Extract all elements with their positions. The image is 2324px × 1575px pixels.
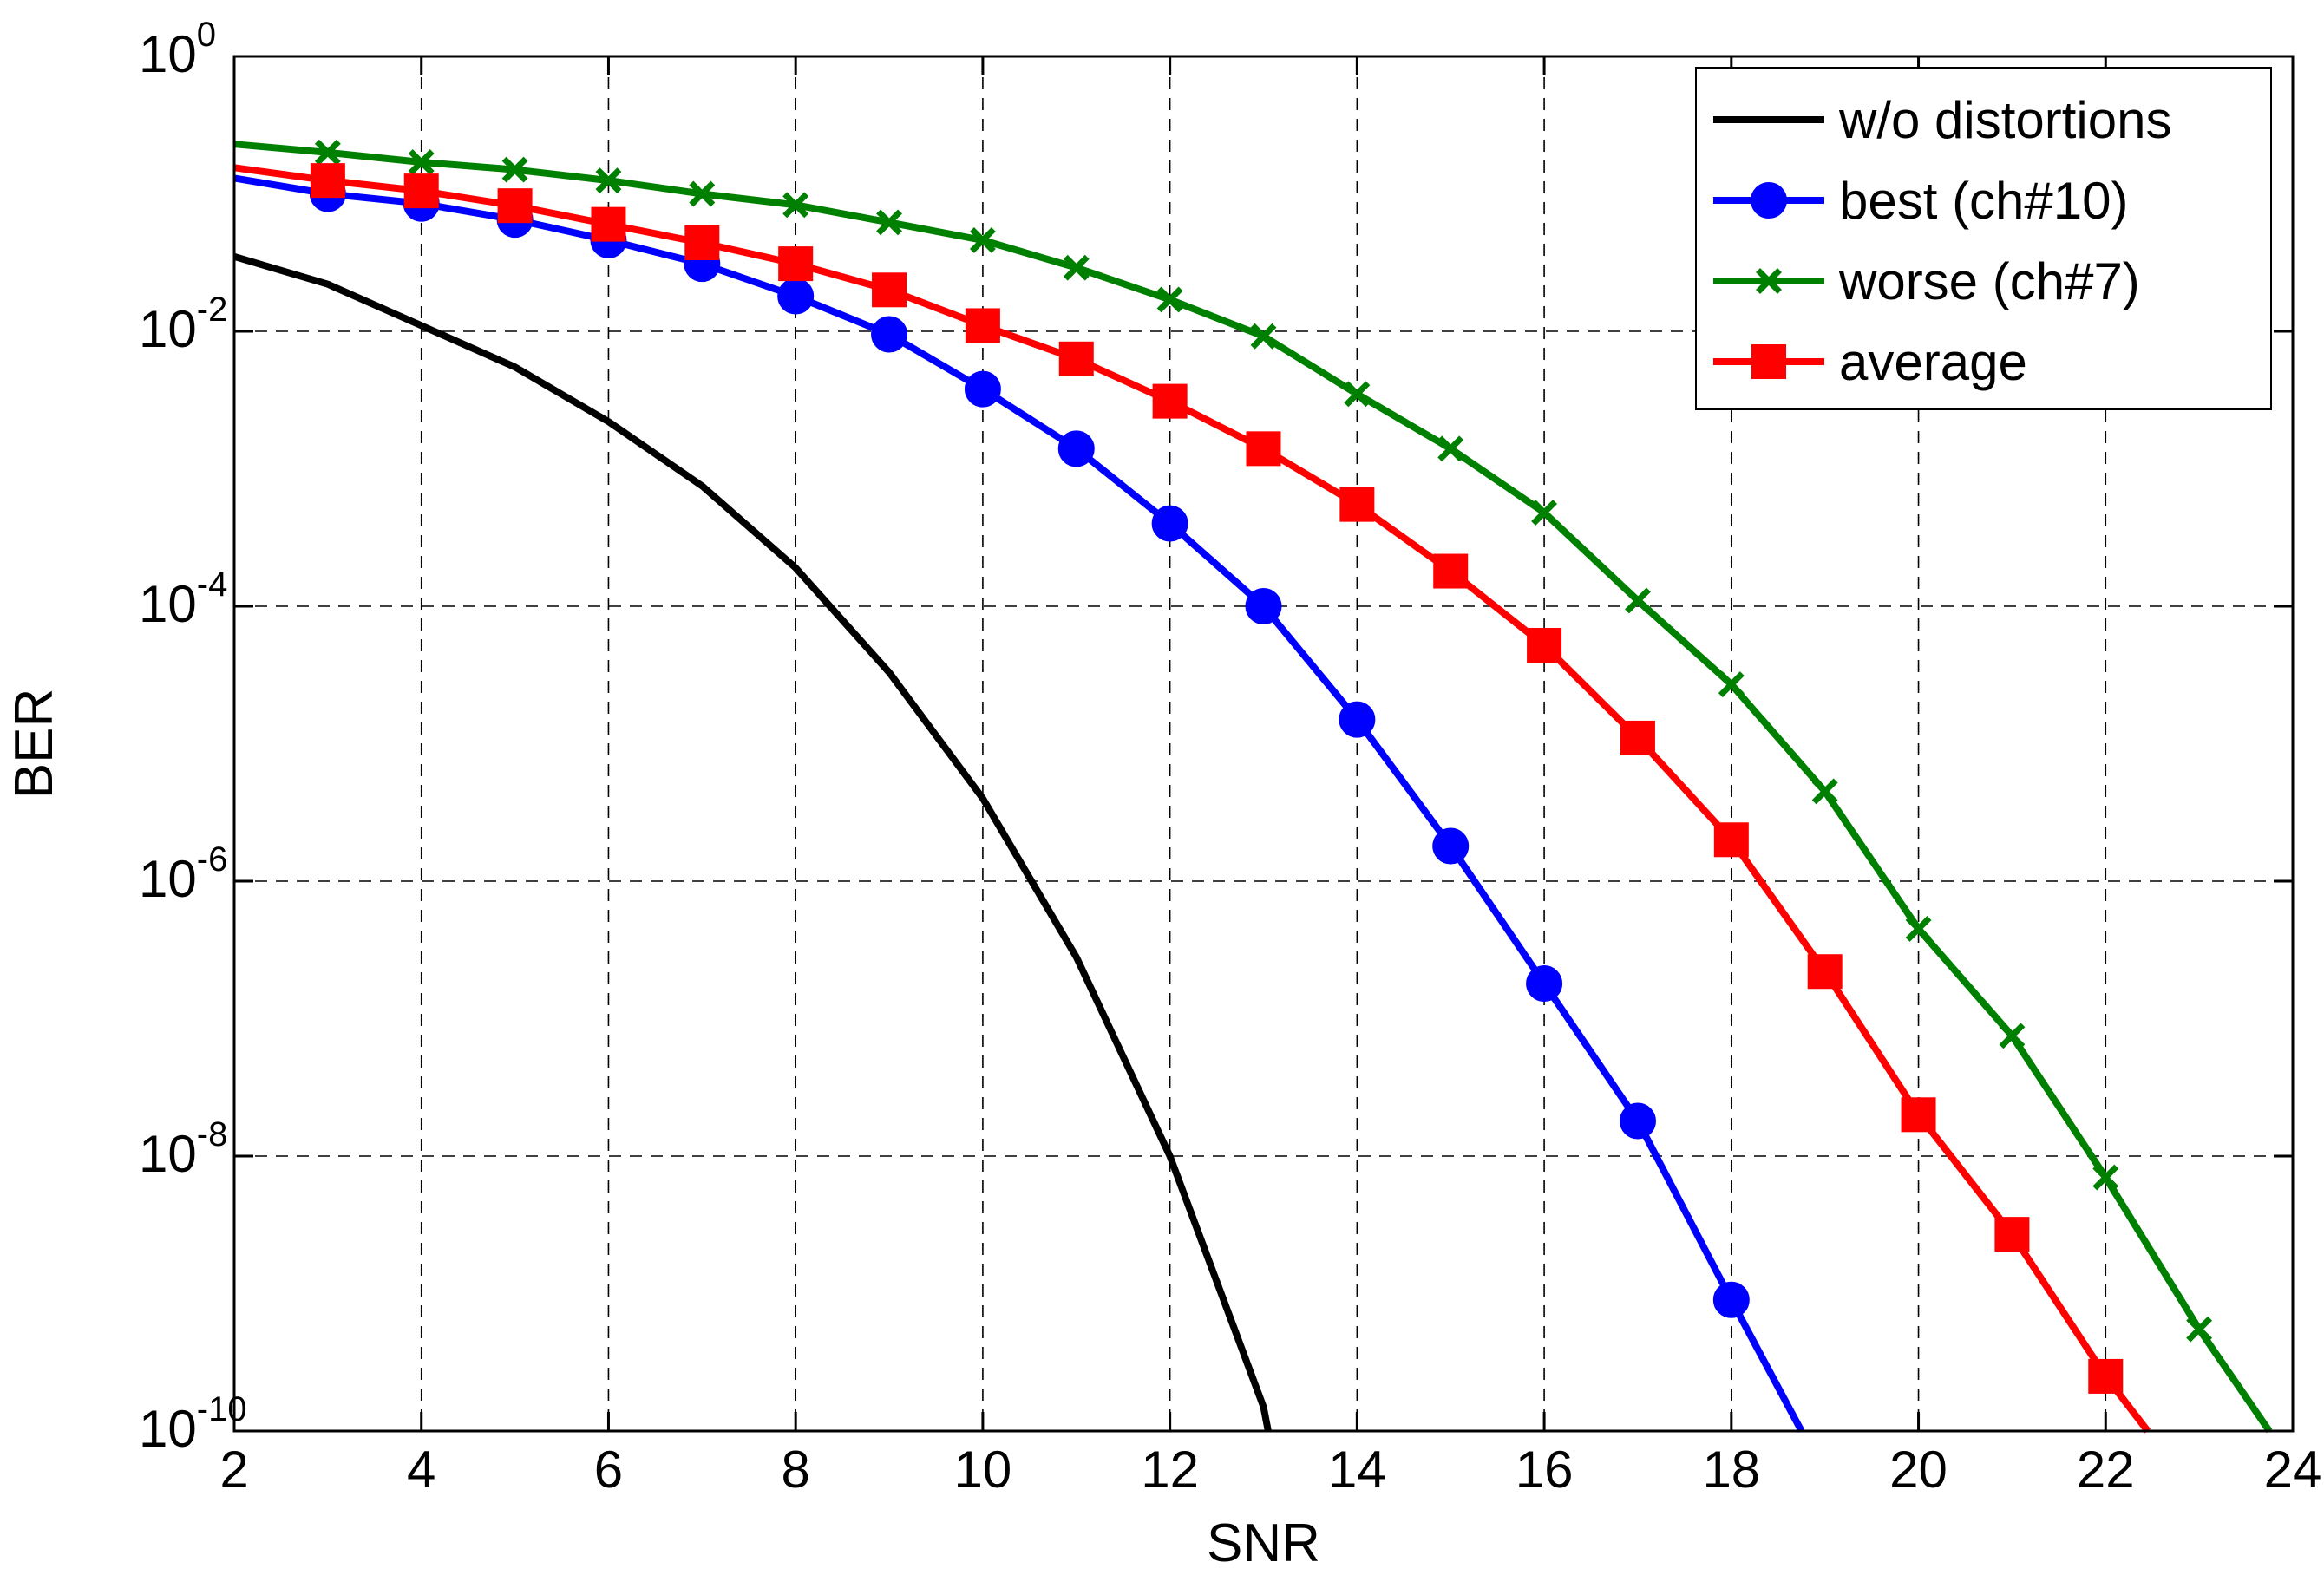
data-point — [1811, 778, 1838, 805]
data-point — [1057, 430, 1095, 467]
x-tick-label: 4 — [407, 1441, 435, 1499]
data-point — [1245, 588, 1282, 624]
y-tick-label: 10-10 — [139, 1390, 247, 1458]
legend-box — [1695, 67, 2272, 410]
data-point — [1250, 323, 1277, 350]
data-point — [1246, 431, 1281, 467]
data-point — [501, 156, 528, 183]
y-tick-label: 10-8 — [139, 1115, 227, 1183]
data-point — [1339, 701, 1376, 738]
data-point — [314, 139, 341, 166]
data-point — [964, 370, 1001, 408]
data-point — [1058, 341, 1094, 376]
data-point — [777, 278, 815, 315]
data-point — [871, 316, 908, 353]
data-point — [1437, 435, 1464, 462]
data-point — [1432, 827, 1470, 865]
data-point — [782, 192, 809, 219]
legend-entry: best (ch#10) — [1713, 172, 2129, 230]
legend: w/o distortions best (ch#10) worse (ch#7) a… — [1695, 67, 2272, 410]
x-axis-label: SNR — [1207, 1513, 1320, 1571]
series-line — [233, 164, 2151, 1434]
data-point — [689, 180, 716, 207]
legend-label: average — [1839, 333, 2027, 391]
data-point — [1526, 965, 1563, 1003]
data-point — [2186, 1316, 2213, 1343]
legend-swatch-marker — [1756, 268, 1782, 294]
axis-ticks: 2 4 6 8 10 12 14 16 18 20 22 2410010-210-410-610-81… — [139, 16, 2321, 1499]
series-average — [233, 163, 2151, 1434]
data-point — [2092, 1164, 2119, 1191]
data-point — [1712, 1281, 1750, 1318]
data-point — [778, 246, 814, 282]
data-point — [876, 209, 902, 236]
data-point — [1807, 954, 1843, 990]
x-tick-label: 12 — [1141, 1441, 1199, 1499]
y-axis-label: BER — [4, 689, 64, 799]
data-point — [403, 173, 439, 209]
y-tick-label: 10-4 — [139, 565, 227, 633]
data-point — [1625, 587, 1651, 614]
x-tick-label: 6 — [594, 1441, 623, 1499]
legend-entry: w/o distortions — [1713, 91, 2172, 149]
data-point — [1063, 254, 1090, 281]
x-tick-label: 24 — [2264, 1441, 2322, 1499]
data-point — [2088, 1358, 2124, 1394]
x-tick-label: 8 — [781, 1441, 809, 1499]
data-point — [1901, 1097, 1936, 1133]
data-point — [1619, 1102, 1656, 1140]
data-point — [1994, 1217, 2030, 1252]
data-point — [1433, 553, 1469, 589]
data-point — [1527, 628, 1562, 663]
legend-entry: average — [1713, 333, 2027, 391]
legend-label: w/o distortions — [1838, 91, 2172, 149]
data-point — [1151, 505, 1188, 542]
data-point — [1713, 822, 1749, 858]
data-point — [872, 272, 907, 308]
data-point — [965, 308, 1000, 343]
x-tick-label: 14 — [1328, 1441, 1386, 1499]
legend-swatch-marker — [1751, 182, 1787, 219]
y-tick-label: 10-6 — [139, 840, 227, 908]
x-tick-label: 22 — [2077, 1441, 2135, 1499]
data-point — [684, 225, 720, 261]
legend-label: worse (ch#7) — [1838, 252, 2140, 310]
data-point — [1718, 671, 1745, 698]
data-point — [591, 206, 626, 242]
legend-label: best (ch#10) — [1839, 172, 2129, 230]
data-point — [1531, 500, 1558, 526]
data-point — [310, 163, 345, 199]
series-line — [232, 252, 1272, 1432]
x-tick-label: 18 — [1702, 1441, 1760, 1499]
data-point — [1905, 916, 1932, 942]
y-tick-label: 10-2 — [139, 291, 227, 358]
series-layer — [232, 139, 2273, 1434]
data-point — [1339, 487, 1375, 522]
legend-entry: worse (ch#7) — [1713, 252, 2140, 310]
data-point — [1620, 720, 1655, 755]
data-point — [595, 167, 622, 194]
x-tick-label: 20 — [1889, 1441, 1948, 1499]
data-point — [1152, 383, 1188, 419]
data-point — [1344, 381, 1371, 408]
x-tick-label: 16 — [1516, 1441, 1574, 1499]
data-point — [1999, 1023, 2026, 1049]
y-tick-label: 100 — [139, 16, 216, 83]
series-worse-ch-7- — [233, 139, 2273, 1434]
data-point — [1156, 286, 1183, 313]
legend-swatch-marker — [1751, 344, 1786, 379]
plot-frame — [232, 55, 2295, 1433]
data-point — [497, 188, 533, 224]
data-point — [408, 149, 435, 175]
x-tick-label: 10 — [954, 1441, 1012, 1499]
series-w-o-distortions — [232, 252, 1272, 1432]
data-point — [969, 227, 996, 253]
x-tick-label: 2 — [219, 1441, 248, 1499]
